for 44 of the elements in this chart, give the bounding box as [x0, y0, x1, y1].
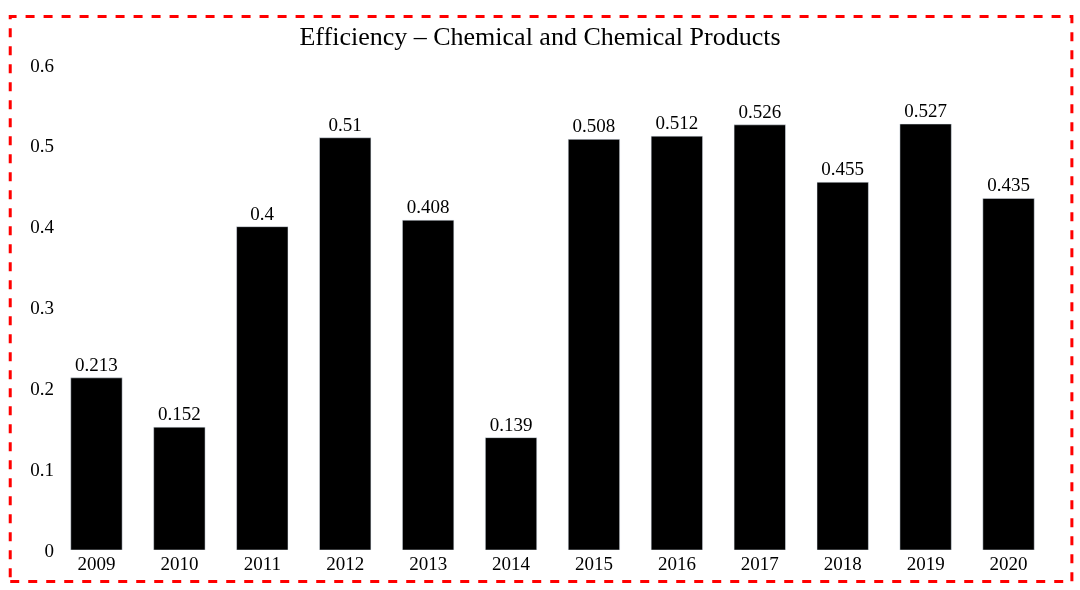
data-label: 0.152 [158, 403, 201, 425]
x-tick-label: 2017 [740, 553, 779, 574]
bar [982, 198, 1035, 550]
data-label: 0.527 [904, 100, 947, 122]
data-label: 0.512 [655, 112, 699, 134]
x-tick-label: 2014 [492, 553, 531, 574]
bar [485, 437, 537, 550]
x-tick-label: 2012 [326, 553, 365, 574]
bar [153, 426, 206, 550]
x-tick-label: 2009 [77, 553, 116, 574]
x-tick-label: 2010 [160, 553, 199, 574]
bar [816, 181, 869, 550]
data-label: 0.213 [75, 353, 118, 375]
chart-title: Efficiency – Chemical and Chemical Products [299, 21, 781, 51]
x-tick-label: 2020 [989, 553, 1028, 574]
bar [568, 139, 620, 550]
y-tick-label: 0.4 [30, 216, 55, 238]
y-tick-label: 0.5 [30, 135, 54, 157]
x-tick-label: 2016 [657, 553, 696, 574]
data-label: 0.508 [572, 115, 616, 137]
x-tick-label: 2011 [243, 553, 281, 574]
bar [899, 123, 952, 550]
data-label: 0.51 [328, 113, 362, 135]
data-label: 0.4 [250, 202, 275, 224]
x-tick-label: 2013 [409, 553, 448, 574]
y-tick-label: 0.3 [30, 297, 54, 319]
data-label: 0.526 [738, 100, 782, 122]
bar [733, 124, 786, 550]
data-label: 0.139 [489, 413, 533, 435]
bar [650, 135, 703, 550]
data-label: 0.435 [987, 174, 1030, 196]
x-tick-label: 2019 [906, 553, 945, 574]
data-label: 0.455 [821, 158, 865, 180]
y-tick-label: 0.2 [30, 377, 54, 399]
bar [70, 377, 123, 550]
y-tick-label: 0 [44, 539, 54, 561]
x-tick-label: 2018 [823, 553, 862, 574]
y-tick-label: 0.1 [30, 458, 54, 480]
x-tick-label: 2015 [574, 553, 613, 574]
data-label: 0.408 [406, 196, 450, 218]
bar [319, 137, 372, 550]
bar [402, 219, 455, 550]
y-tick-label: 0.6 [30, 54, 54, 76]
bar [236, 226, 289, 550]
